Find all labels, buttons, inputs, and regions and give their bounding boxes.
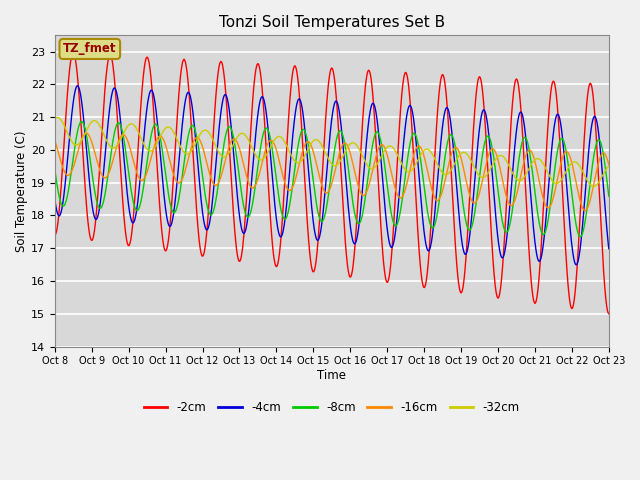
- Title: Tonzi Soil Temperatures Set B: Tonzi Soil Temperatures Set B: [219, 15, 445, 30]
- Y-axis label: Soil Temperature (C): Soil Temperature (C): [15, 130, 28, 252]
- Legend: -2cm, -4cm, -8cm, -16cm, -32cm: -2cm, -4cm, -8cm, -16cm, -32cm: [139, 396, 525, 419]
- Text: TZ_fmet: TZ_fmet: [63, 42, 116, 56]
- X-axis label: Time: Time: [317, 369, 346, 382]
